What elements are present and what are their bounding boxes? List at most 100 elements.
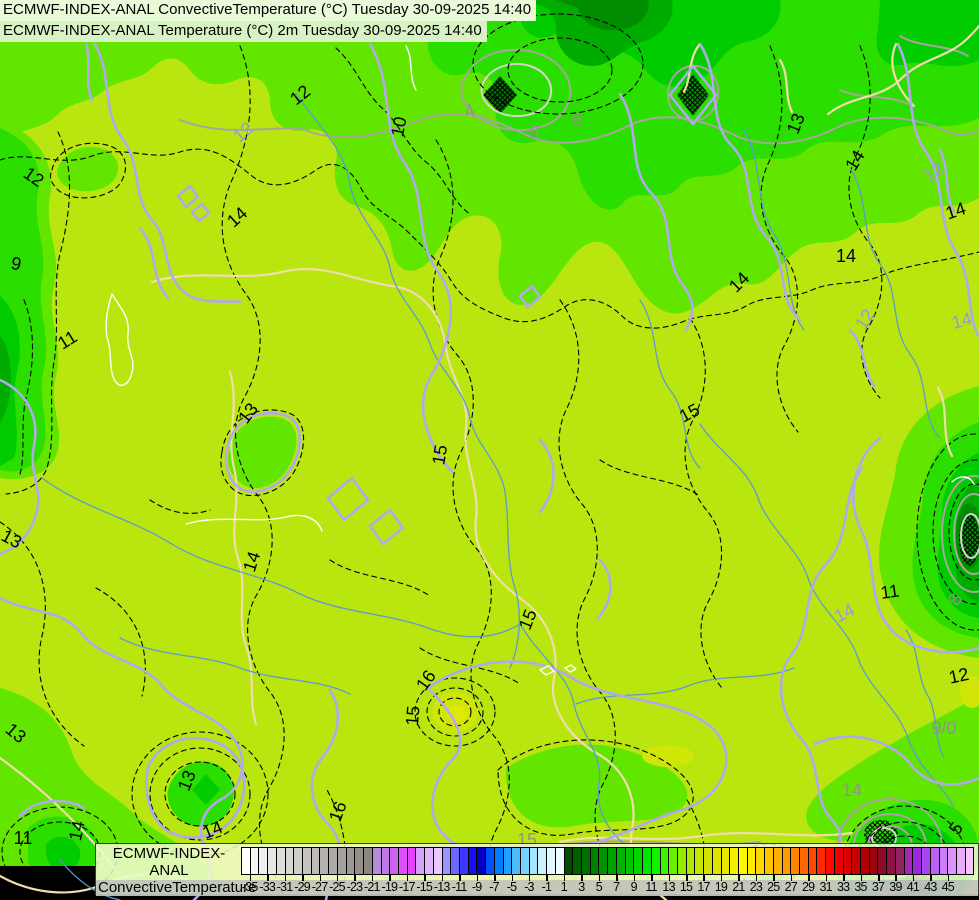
- colorbar-cell: [599, 848, 609, 874]
- colorbar-tick: [511, 875, 513, 881]
- colorbar-cell: [817, 848, 827, 874]
- colorbar-cell: [486, 848, 495, 874]
- colorbar-cell: [686, 848, 696, 874]
- colorbar-cell: [887, 848, 896, 874]
- colorbar-tick: [633, 875, 636, 881]
- colorbar-cell: [677, 848, 687, 874]
- white-coast-lines: [105, 45, 975, 676]
- colorbar-tick-label: -7: [489, 880, 499, 894]
- title-line-temperature-2m: ECMWF-INDEX-ANAL Temperature (°C) 2m Tue…: [0, 21, 487, 42]
- colorbar-cell: [738, 848, 748, 874]
- colorbar-tick: [441, 875, 444, 881]
- colorbar-cell: [442, 848, 452, 874]
- contour-label-11: 11: [879, 581, 900, 603]
- colorbar-tick: [895, 875, 897, 881]
- gray-contour-lines: [179, 35, 979, 894]
- colorbar-cell: [311, 848, 321, 874]
- colorbar-cell: [930, 848, 940, 874]
- contour-label-11: 11: [14, 828, 33, 848]
- colorbar-tick: [755, 875, 758, 881]
- colorbar-cell: [852, 848, 862, 874]
- colorbar-cell: [800, 848, 809, 874]
- contour-label-14: 14: [842, 780, 862, 800]
- colorbar-cell: [669, 848, 678, 874]
- colorbar-tick-label: -23: [346, 880, 363, 894]
- colorbar-tick-label: 21: [732, 880, 745, 894]
- colorbar-tick-label: 5: [595, 880, 603, 894]
- colorbar-cell: [747, 848, 757, 874]
- colorbar-tick-label: -35: [241, 880, 258, 894]
- colorbar-tick: [389, 875, 391, 881]
- colorbar-tick-label: 41: [906, 880, 920, 894]
- colorbar-cell: [416, 848, 426, 874]
- colorbar-tick: [546, 875, 548, 881]
- colorbar-cell: [521, 848, 530, 874]
- colorbar-tick-label: 37: [871, 880, 885, 894]
- contour-label-12: 12: [947, 664, 971, 688]
- colorbar-cell: [651, 848, 661, 874]
- colorbar-tick: [476, 875, 479, 881]
- colorbar-cell: [695, 848, 705, 874]
- colorbar-tick-label: 25: [767, 880, 780, 894]
- colorbar-tick: [843, 875, 845, 881]
- colorbar-cell: [922, 848, 931, 874]
- contour-label-15: 15: [428, 443, 451, 466]
- colorbar-tick-label: -21: [364, 880, 380, 894]
- colorbar-cell: [242, 848, 251, 874]
- colorbar-tick: [581, 875, 583, 881]
- legend-background-gray: [96, 880, 978, 896]
- colorbar-cell: [791, 848, 800, 874]
- river-lines: [41, 93, 955, 900]
- colorbar-tick: [459, 875, 461, 881]
- colorbar-tick: [947, 875, 950, 881]
- colorbar-tick: [703, 875, 705, 881]
- contour-label-9: 9: [10, 253, 23, 274]
- colorbar-tick-label: -29: [294, 880, 310, 894]
- colorbar-cell: [294, 848, 304, 874]
- colorbar-cell: [451, 848, 460, 874]
- colorbar-tick-label: 11: [645, 880, 657, 894]
- colorbar-cell: [320, 848, 330, 874]
- colorbar-cell: [608, 848, 617, 874]
- colorbar-cell: [425, 848, 434, 874]
- title-line-convective-temperature: ECMWF-INDEX-ANAL ConvectiveTemperature (…: [0, 0, 537, 21]
- colorbar-tick: [563, 875, 566, 881]
- colorbar-cell: [346, 848, 356, 874]
- contour-label-14: 14: [65, 819, 89, 843]
- colorbar-cell: [590, 848, 600, 874]
- colorbar-cell: [712, 848, 722, 874]
- colorbar-tick-label: -1: [541, 880, 552, 894]
- legend-product-label: ECMWF-INDEX-ANAL: [112, 845, 226, 879]
- colorbar-tick: [354, 875, 356, 881]
- colorbar-cell: [433, 848, 443, 874]
- colorbar-cell: [303, 848, 312, 874]
- colorbar-cell: [355, 848, 365, 874]
- colorbar-tick: [267, 875, 269, 881]
- legend-parameter-label: ConvectiveTemperature: [98, 879, 257, 896]
- colorbar-cell: [956, 848, 966, 874]
- colorbar-tick: [668, 875, 671, 881]
- colorbar-tick-label: 1: [560, 880, 568, 894]
- colorbar-cell: [895, 848, 905, 874]
- contour-label-14: 14: [836, 246, 856, 266]
- colorbar-cell: [555, 848, 565, 874]
- legend-units-label: °C: [98, 896, 240, 900]
- colorbar-cell: [285, 848, 295, 874]
- colorbar-tick-label: -31: [276, 880, 293, 894]
- colorbar-tick: [930, 875, 932, 881]
- colorbar-tick-label: -5: [506, 880, 517, 894]
- colorbar-cell: [765, 848, 774, 874]
- colorbar-tick: [284, 875, 287, 881]
- colorbar-cell: [625, 848, 635, 874]
- colorbar-tick-label: 15: [679, 880, 693, 894]
- contour-label-10: 10: [387, 115, 411, 139]
- colorbar-cell: [372, 848, 382, 874]
- colorbar-cell: [782, 848, 792, 874]
- colorbar-tick-label: -25: [329, 880, 345, 894]
- colorbar-tick-label: -15: [416, 880, 433, 894]
- legend-panel: ECMWF-INDEX-ANAL ConvectiveTemperature °…: [95, 843, 979, 900]
- colorbar-tick: [302, 875, 304, 881]
